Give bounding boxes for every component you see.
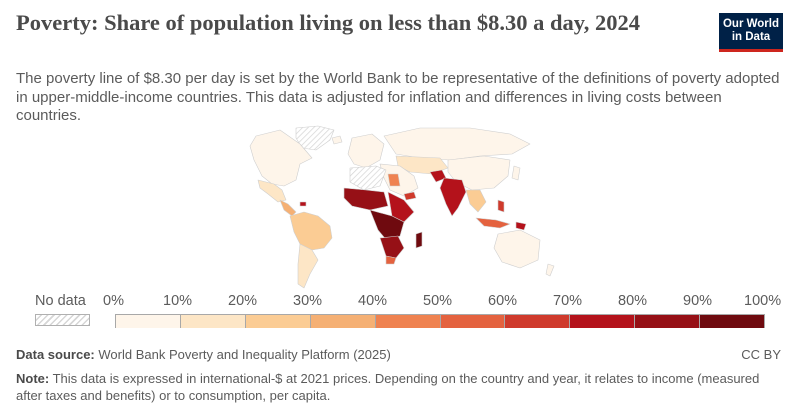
legend-bin-0-10[interactable] <box>115 315 181 328</box>
region-central-america[interactable] <box>279 199 297 217</box>
region-southern-africa[interactable] <box>379 235 405 259</box>
license-link[interactable]: CC BY <box>741 347 781 362</box>
region-philippines[interactable] <box>497 199 505 213</box>
legend-tick-40: 40% <box>358 293 388 309</box>
region-greenland[interactable] <box>295 125 335 151</box>
legend-bin-20-30[interactable] <box>245 315 311 328</box>
region-japan[interactable] <box>511 165 521 181</box>
note-label: Note: <box>16 371 50 386</box>
legend-bin-90-100[interactable] <box>700 315 766 328</box>
legend-no-data-swatch[interactable] <box>35 314 90 326</box>
region-indonesia[interactable] <box>475 217 511 229</box>
region-east-africa[interactable] <box>387 191 415 223</box>
region-yemen[interactable] <box>403 191 417 201</box>
region-southeast-asia[interactable] <box>465 189 487 213</box>
note-text: This data is expressed in international-… <box>16 371 760 403</box>
region-new-zealand[interactable] <box>545 263 555 277</box>
legend-tick-30: 30% <box>293 293 323 309</box>
chart-title: Poverty: Share of population living on l… <box>16 10 641 35</box>
region-china[interactable] <box>447 155 511 191</box>
data-source: Data source: World Bank Poverty and Ineq… <box>16 347 391 362</box>
footnote: Note: This data is expressed in internat… <box>16 370 776 404</box>
legend-no-data-label: No data <box>35 293 86 309</box>
legend-bin-10-20[interactable] <box>180 315 246 328</box>
region-europe[interactable] <box>347 133 385 169</box>
legend-tick-20: 20% <box>228 293 258 309</box>
region-north-america[interactable] <box>249 129 313 187</box>
legend-color-bins <box>115 314 766 328</box>
region-russia[interactable] <box>383 127 531 161</box>
legend-tick-70: 70% <box>553 293 583 309</box>
region-north-africa[interactable] <box>349 165 387 191</box>
region-caribbean[interactable] <box>299 201 307 207</box>
source-label: Data source: <box>16 347 95 362</box>
color-legend[interactable]: No data 0% 10% 20% 30% 40% 50% 60% 70% 8… <box>0 290 800 330</box>
legend-tick-60: 60% <box>488 293 518 309</box>
source-link[interactable]: World Bank Poverty and Inequality Platfo… <box>98 347 391 362</box>
legend-tick-80: 80% <box>618 293 648 309</box>
region-central-africa[interactable] <box>369 209 405 243</box>
region-australia[interactable] <box>493 229 541 269</box>
legend-bin-40-50[interactable] <box>375 315 441 328</box>
region-egypt[interactable] <box>387 173 401 187</box>
world-map[interactable] <box>0 124 800 294</box>
legend-tick-90: 90% <box>683 293 713 309</box>
legend-tick-0: 0% <box>103 293 124 309</box>
region-west-africa[interactable] <box>343 187 389 211</box>
legend-bin-60-70[interactable] <box>505 315 571 328</box>
legend-bin-50-60[interactable] <box>440 315 506 328</box>
legend-tick-50: 50% <box>423 293 453 309</box>
legend-tick-100: 100% <box>744 293 782 309</box>
region-papua-new-guinea[interactable] <box>515 221 527 231</box>
legend-tick-10: 10% <box>163 293 193 309</box>
region-south-america-south[interactable] <box>297 243 319 289</box>
logo-line-1: Our World <box>722 18 779 30</box>
legend-bin-80-90[interactable] <box>635 315 701 328</box>
region-india[interactable] <box>439 177 467 217</box>
legend-bin-70-80[interactable] <box>570 315 636 328</box>
legend-bin-30-40[interactable] <box>310 315 376 328</box>
region-iceland[interactable] <box>331 135 343 145</box>
logo-line-2: in Data <box>731 31 771 43</box>
chart-subtitle: The poverty line of $8.30 per day is set… <box>16 70 780 124</box>
region-south-africa[interactable] <box>385 255 397 265</box>
region-south-america-north[interactable] <box>289 211 333 251</box>
region-madagascar[interactable] <box>415 231 423 249</box>
owid-logo[interactable]: Our World in Data <box>719 13 783 52</box>
logo-accent-bar <box>719 49 783 52</box>
